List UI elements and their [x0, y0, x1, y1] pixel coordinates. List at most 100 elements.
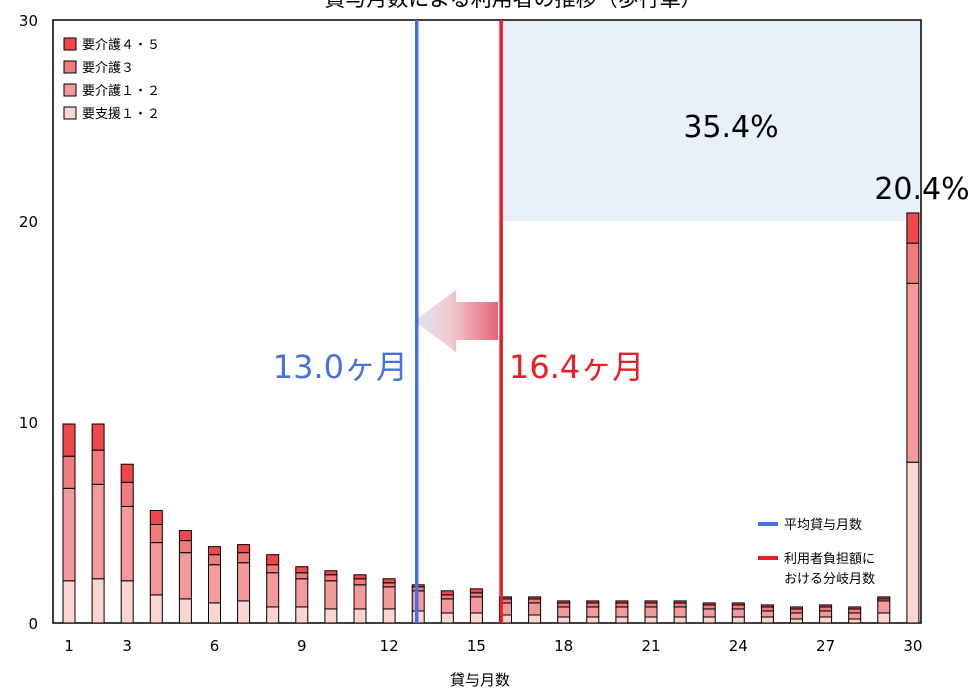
bar-segment — [149, 524, 163, 544]
bar-segment — [91, 578, 105, 624]
bar-segment — [440, 590, 454, 596]
bar-segment — [62, 423, 76, 457]
bar-segment — [673, 600, 687, 604]
x-tick-label: 21 — [641, 637, 660, 655]
bar-segment — [615, 616, 629, 624]
bar-segment — [644, 600, 658, 604]
x-ticks: 1 3 6 9 12 15 18 21 24 27 30 — [64, 637, 922, 655]
bar-segment — [877, 600, 891, 614]
bar-segment — [120, 505, 134, 582]
bar-segment — [324, 570, 338, 576]
bar-segment — [208, 554, 221, 566]
bar-segment — [586, 606, 600, 618]
x-tick-label: 9 — [297, 637, 307, 655]
bar-segment — [295, 578, 309, 608]
x-tick-label: 6 — [210, 637, 220, 655]
bar-segment — [877, 612, 891, 624]
bar-segment — [440, 598, 454, 614]
bar-segment — [586, 616, 600, 624]
bar-segment — [644, 606, 658, 618]
bar-segment — [237, 562, 251, 602]
bar-segment — [237, 552, 251, 564]
bar-segment — [673, 606, 687, 618]
bar-segment — [586, 602, 600, 608]
bar-segment — [731, 604, 745, 610]
bar-segment — [615, 606, 629, 618]
bar-segment — [760, 610, 774, 618]
bar-segment — [877, 596, 891, 600]
bar-segment — [557, 606, 571, 618]
bar-segment — [848, 608, 862, 614]
left-arrow-shape — [414, 290, 498, 352]
bar-segment — [208, 564, 221, 604]
bar-segment — [149, 594, 163, 624]
bar-segment — [790, 612, 803, 620]
bar-segment — [557, 602, 571, 608]
bar-segment — [615, 602, 629, 608]
y-tick-label: 30 — [19, 12, 38, 30]
bar-segment — [469, 588, 483, 594]
legend-label: 要介護１・２ — [82, 83, 160, 99]
breakeven-months-value-label: 16.4ヶ月 — [509, 348, 644, 386]
bar-segment — [440, 594, 454, 600]
legend-swatch — [63, 60, 77, 74]
bar-segment — [702, 604, 716, 610]
bar-segment — [848, 606, 862, 610]
bar-segment — [731, 616, 745, 624]
bar-segment — [586, 600, 600, 604]
bar-segment — [528, 614, 542, 624]
bar-segment — [819, 604, 833, 608]
bar-segment — [237, 600, 251, 624]
bar-segment — [848, 618, 862, 624]
bar-segment — [760, 604, 774, 608]
bar-segment — [266, 606, 280, 624]
x-tick-label: 18 — [554, 637, 573, 655]
x-tick-label: 24 — [729, 637, 748, 655]
bar-segment — [906, 242, 920, 284]
bar-segment — [91, 423, 105, 451]
bar-segment — [382, 578, 396, 584]
bar-segment — [324, 580, 338, 610]
bars-layer — [62, 212, 920, 624]
bar-segment — [237, 544, 251, 554]
bar-segment — [469, 612, 483, 624]
bar-segment — [702, 602, 716, 606]
bar-segment — [208, 546, 221, 556]
bar-segment — [62, 580, 76, 624]
bar-segment — [615, 600, 629, 604]
x-axis-label: 貸与月数 — [450, 671, 510, 689]
ref-legend-label: 利用者負担額に — [784, 552, 875, 567]
bar-segment — [295, 566, 309, 574]
bar-segment — [353, 578, 367, 586]
legend-label: 要支援１・２ — [82, 107, 160, 122]
bar-segment — [295, 572, 309, 580]
ref-legend-label: 平均貸与月数 — [784, 517, 862, 533]
bar-segment — [266, 554, 280, 566]
x-tick-label: 1 — [64, 637, 74, 655]
bar-segment — [731, 608, 745, 618]
x-tick-label: 30 — [903, 637, 922, 655]
bar-segment — [848, 612, 862, 620]
x-tick-label: 12 — [380, 637, 399, 655]
bar-segment — [702, 616, 716, 624]
bar-segment — [702, 608, 716, 618]
bar-segment — [469, 592, 483, 598]
bar-segment — [91, 449, 105, 485]
bar-segment — [382, 582, 396, 588]
bar-segment — [353, 574, 367, 580]
bar-segment — [644, 616, 658, 624]
bar-segment — [760, 606, 774, 612]
chart-title: 貸与月数による利用者の推移（歩行車） — [324, 0, 701, 11]
bar-segment — [91, 483, 105, 580]
shaded-region — [501, 20, 921, 221]
bar-segment — [906, 212, 920, 244]
bar-segment — [149, 509, 163, 526]
bar-segment — [790, 608, 803, 614]
bar-segment — [819, 606, 833, 612]
y-tick-label: 0 — [28, 615, 38, 633]
bar-segment — [760, 616, 774, 624]
bar-segment — [819, 616, 833, 624]
bar-segment — [324, 608, 338, 624]
